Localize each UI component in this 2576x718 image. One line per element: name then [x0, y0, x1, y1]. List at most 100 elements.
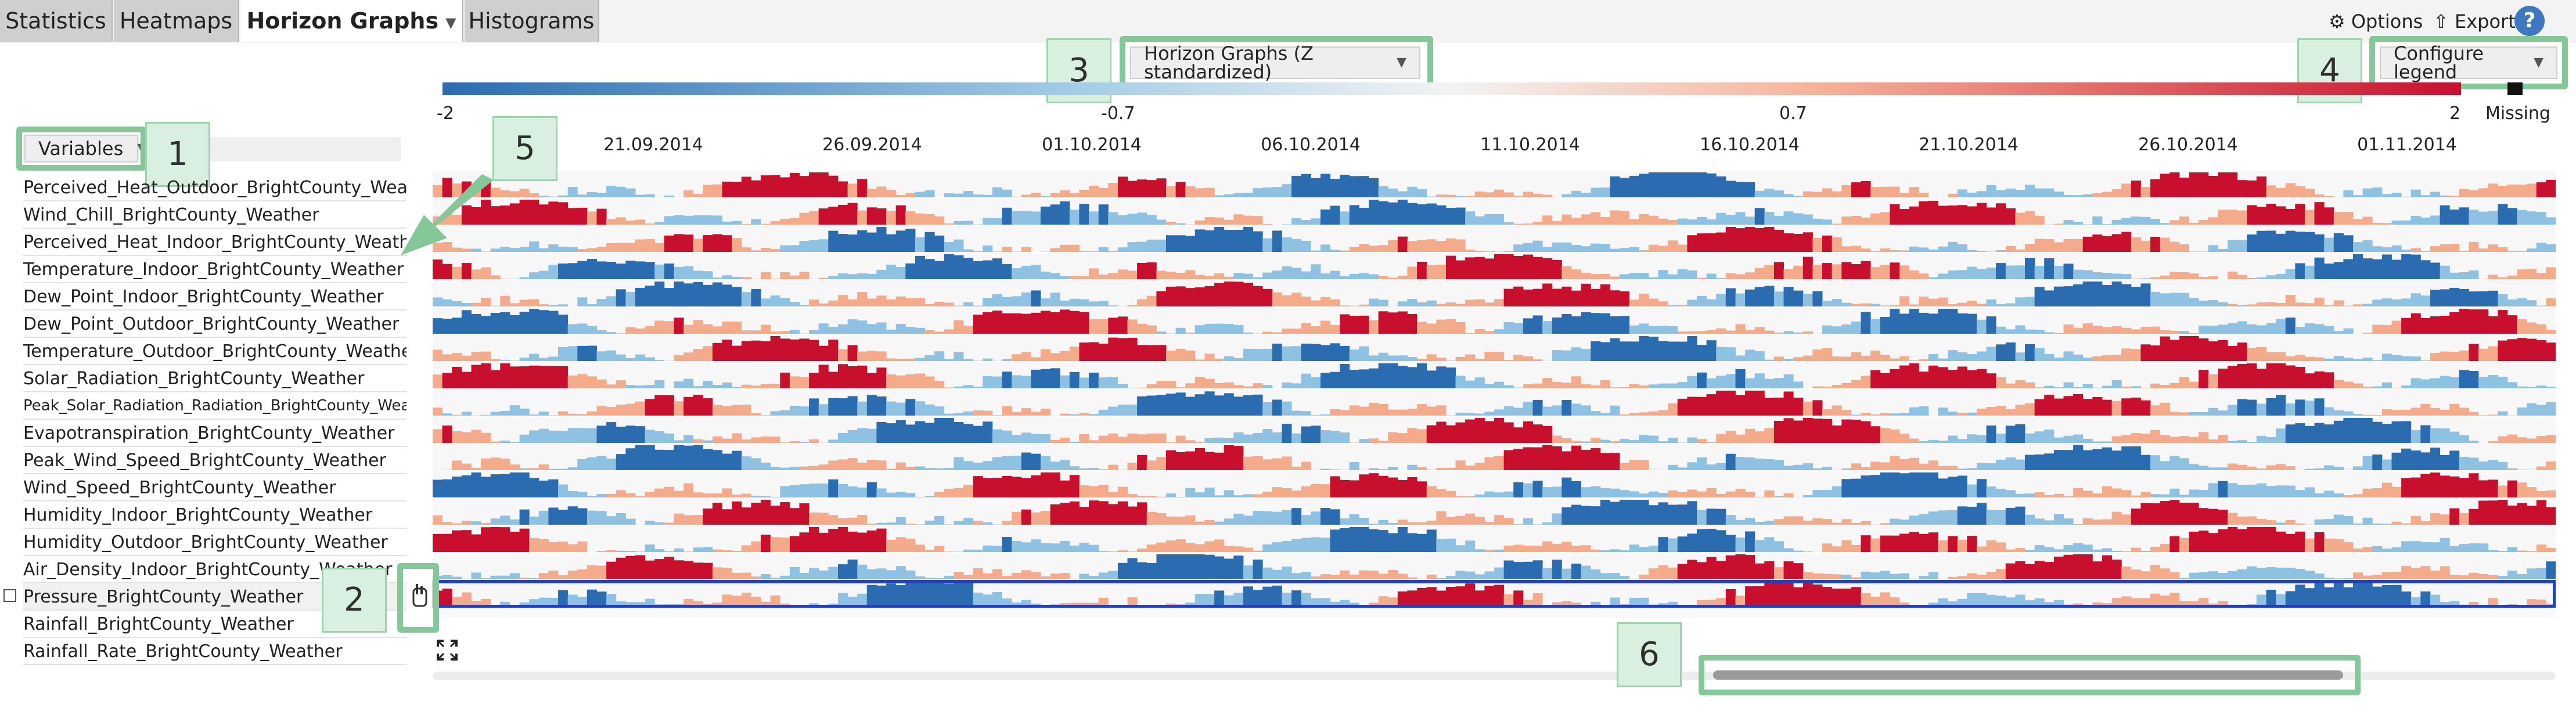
horizon-row[interactable] — [433, 444, 2556, 470]
horizon-band — [1465, 300, 1476, 306]
horizon-row[interactable] — [433, 389, 2556, 416]
horizon-band — [2517, 503, 2527, 525]
horizon-band — [1369, 602, 1379, 607]
horizon-band — [1137, 496, 1147, 497]
horizon-row[interactable] — [433, 308, 2556, 334]
variable-row[interactable]: Dew_Point_Indoor_BrightCounty_Weather — [23, 283, 406, 311]
variable-row[interactable]: Rainfall_BrightCounty_Weather — [23, 611, 406, 638]
variable-row[interactable]: Peak_Wind_Speed_BrightCounty_Weather — [23, 447, 406, 474]
variable-row[interactable]: Wind_Chill_BrightCounty_Weather — [23, 201, 406, 229]
variable-row[interactable]: Temperature_Indoor_BrightCounty_Weather — [23, 256, 406, 283]
horizon-band — [2247, 363, 2257, 388]
horizon-band — [1735, 434, 1746, 443]
horizon-band — [1648, 326, 1658, 334]
horizon-row[interactable] — [433, 553, 2556, 579]
scrollbar-thumb[interactable] — [1713, 670, 2343, 680]
horizon-band — [857, 428, 868, 443]
horizon-band — [1542, 247, 1553, 252]
horizon-row[interactable] — [433, 580, 2556, 607]
horizon-band — [1851, 577, 1861, 579]
variable-row[interactable]: Wind_Speed_BrightCounty_Weather — [23, 474, 406, 501]
horizon-band — [983, 218, 993, 225]
horizon-band — [1562, 477, 1572, 497]
horizon-band — [2343, 587, 2354, 607]
horizon-band — [1822, 543, 1833, 552]
horizon-band — [1639, 250, 1649, 252]
tab-statistics[interactable]: Statistics — [0, 0, 113, 42]
horizon-band — [1262, 288, 1273, 306]
horizon-band — [2102, 441, 2112, 443]
horizon-band — [1571, 445, 1581, 470]
row-checkbox[interactable] — [3, 589, 16, 602]
drag-hand-icon[interactable] — [406, 580, 432, 615]
horizon-band — [481, 298, 491, 306]
horizon-band — [548, 311, 559, 334]
variable-row[interactable]: Perceived_Heat_Outdoor_BrightCounty_Weat… — [23, 174, 406, 201]
export-button[interactable]: ⇧ Export — [2433, 5, 2516, 38]
horizon-band — [1687, 560, 1697, 579]
horizon-chart[interactable] — [433, 171, 2556, 618]
horizon-band — [847, 486, 858, 497]
horizon-band — [915, 298, 925, 306]
horizon-band — [1919, 273, 1929, 279]
variable-row[interactable]: Evapotranspiration_BrightCounty_Weather — [23, 420, 406, 447]
variable-row[interactable]: Dew_Point_Outdoor_BrightCounty_Weather — [23, 311, 406, 338]
horizon-band — [1224, 490, 1234, 497]
horizon-row[interactable] — [433, 335, 2556, 361]
horizon-band — [703, 449, 713, 470]
view-mode-select[interactable]: Horizon Graphs (Z standardized) ▼ — [1130, 44, 1420, 81]
horizon-band — [761, 601, 771, 607]
variable-row[interactable]: Solar_Radiation_BrightCounty_Weather — [23, 365, 406, 392]
horizon-band — [2304, 401, 2315, 416]
horizon-band — [2381, 524, 2392, 525]
variable-row[interactable]: Peak_Solar_Radiation_Radiation_BrightCou… — [23, 392, 406, 420]
horizon-band — [2228, 345, 2238, 361]
horizon-band — [1870, 414, 1881, 416]
horizon-band — [2478, 377, 2489, 388]
variable-row[interactable]: Rainfall_Rate_BrightCounty_Weather — [23, 638, 406, 665]
variable-row[interactable]: Humidity_Indoor_BrightCounty_Weather — [23, 501, 406, 529]
horizon-row[interactable] — [433, 253, 2556, 279]
horizon-band — [1060, 460, 1070, 470]
horizon-band — [1002, 430, 1012, 443]
horizon-row[interactable] — [433, 471, 2556, 497]
expand-icon[interactable] — [436, 638, 459, 662]
options-button[interactable]: ⚙ Options — [2329, 5, 2423, 38]
horizon-row[interactable] — [433, 199, 2556, 225]
horizon-band — [635, 194, 646, 197]
tab-histograms[interactable]: Histograms — [465, 0, 599, 42]
horizon-band — [1735, 355, 1746, 361]
variable-row[interactable]: Humidity_Outdoor_BrightCounty_Weather — [23, 529, 406, 556]
horizon-band — [1021, 478, 1031, 497]
horizon-band — [857, 515, 868, 525]
configure-legend-button[interactable]: Configure legend ▼ — [2380, 44, 2557, 81]
horizon-band — [1291, 573, 1302, 579]
help-icon[interactable]: ? — [2514, 6, 2545, 36]
horizon-row[interactable] — [433, 362, 2556, 388]
horizon-row[interactable] — [433, 526, 2556, 552]
horizon-band — [1455, 239, 1466, 252]
horizon-row[interactable] — [433, 499, 2556, 525]
horizon-band — [1861, 261, 1871, 279]
tab-heatmaps[interactable]: Heatmaps — [114, 0, 239, 42]
tab-horizon-graphs[interactable]: Horizon Graphs ▼ — [240, 0, 463, 42]
variable-row[interactable]: Perceived_Heat_Indoor_BrightCounty_Weath… — [23, 229, 406, 256]
chevron-down-icon[interactable]: ▼ — [445, 14, 456, 31]
horizon-band — [809, 512, 819, 525]
horizon-row[interactable] — [433, 417, 2556, 443]
horizon-band — [1706, 330, 1717, 334]
horizon-row[interactable] — [433, 171, 2556, 197]
horizon-band — [1976, 409, 1987, 416]
horizon-band — [1948, 304, 1958, 306]
horizon-band — [674, 401, 684, 416]
horizon-band — [1532, 481, 1543, 497]
horizon-band — [2536, 568, 2546, 579]
variables-button[interactable]: Variables ▼ — [24, 135, 147, 163]
horizon-band — [1407, 577, 1417, 579]
variable-row[interactable]: Temperature_Outdoor_BrightCounty_Weather — [23, 338, 406, 365]
horizon-band — [1764, 330, 1775, 334]
horizon-band — [1841, 479, 1852, 497]
horizon-row[interactable] — [433, 226, 2556, 252]
horizon-row[interactable] — [433, 280, 2556, 306]
horizon-band — [1455, 422, 1466, 443]
